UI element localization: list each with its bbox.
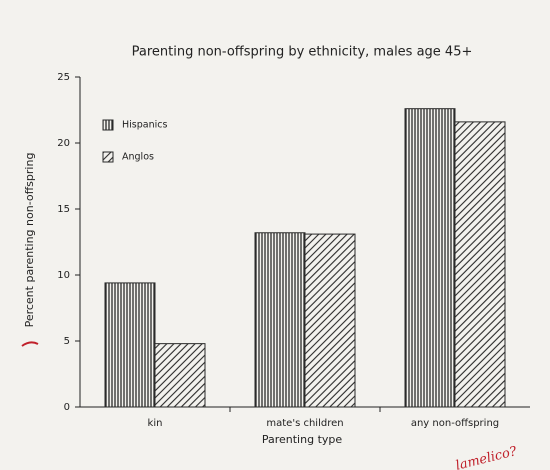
y-axis-label: Percent parenting non-offspring (23, 153, 36, 328)
bar (254, 232, 306, 408)
legend-text: Anglos (122, 152, 154, 163)
x-tick-label: any non-offspring (411, 418, 499, 429)
legend-swatch (102, 119, 114, 131)
legend-swatch (102, 151, 114, 163)
x-axis-label: Parenting type (262, 433, 343, 446)
red-underline (21, 341, 39, 347)
bar (404, 108, 456, 408)
bar (104, 282, 156, 408)
y-tick-label: 10 (57, 270, 70, 281)
handwritten-note: lamelico? (454, 444, 519, 470)
y-tick-label: 15 (57, 204, 70, 215)
y-tick-label: 25 (57, 72, 70, 83)
y-tick-label: 0 (64, 402, 70, 413)
bar (154, 343, 206, 408)
bar (304, 233, 356, 408)
bar (454, 121, 506, 408)
y-tick-label: 5 (64, 336, 70, 347)
chart-title: Parenting non-offspring by ethnicity, ma… (132, 45, 473, 60)
legend-text: Hispanics (122, 120, 167, 131)
y-tick-label: 20 (57, 138, 70, 149)
x-tick-label: kin (148, 418, 163, 429)
x-tick-label: mate's children (266, 418, 343, 429)
